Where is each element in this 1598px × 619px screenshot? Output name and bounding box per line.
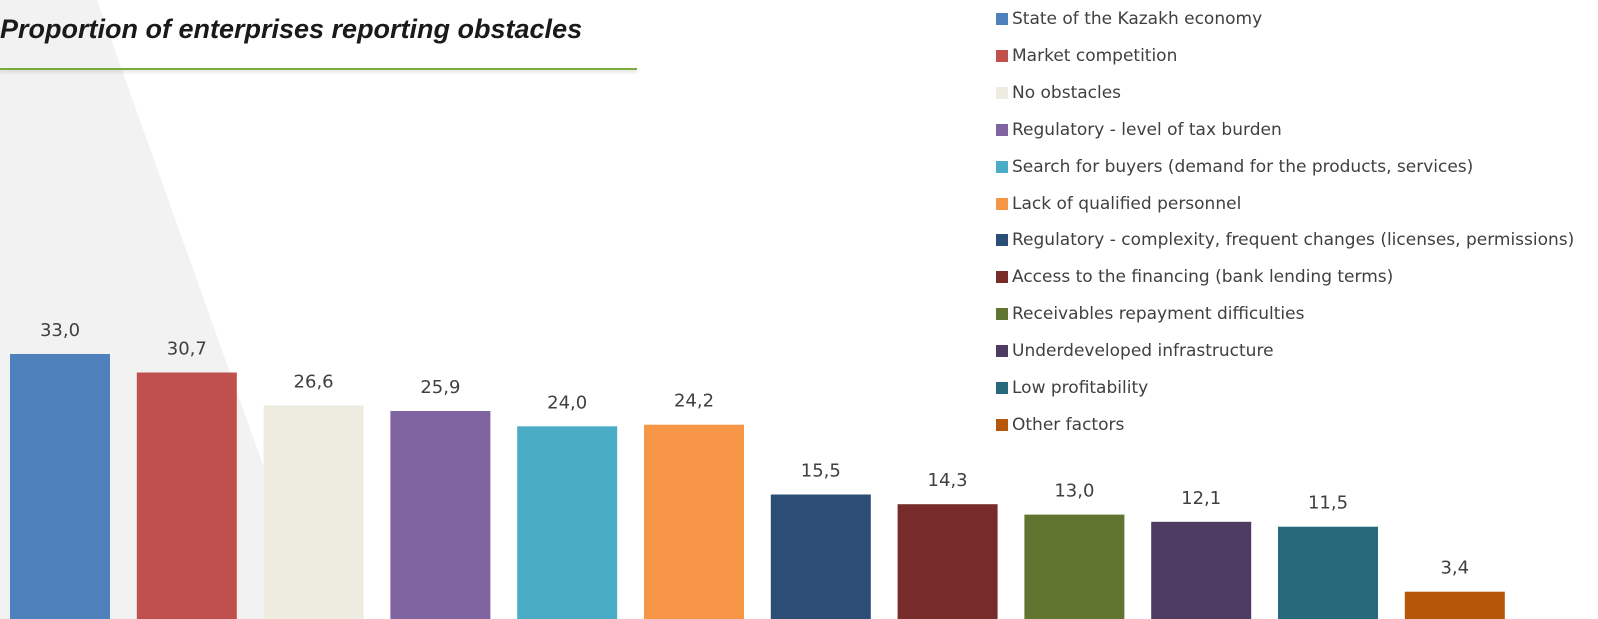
legend-label: No obstacles	[1012, 82, 1122, 103]
bar-9	[1024, 514, 1125, 619]
data-label-12: 3,4	[1440, 558, 1469, 579]
legend-item-5: Search for buyers (demand for the produc…	[996, 155, 1473, 179]
bar-1	[10, 354, 110, 619]
legend-item-11: Low profitability	[996, 376, 1148, 400]
data-label-4: 25,9	[420, 377, 460, 398]
bar-4	[390, 411, 491, 619]
data-label-9: 13,0	[1054, 481, 1094, 502]
legend-swatch	[996, 234, 1008, 247]
legend-label: Low profitability	[1012, 378, 1149, 398]
bar-7	[770, 494, 871, 619]
bar-2	[136, 372, 237, 619]
bar-8	[897, 504, 998, 619]
legend-label: Underdeveloped infrastructure	[1012, 341, 1274, 362]
legend-label: Regulatory - complexity, frequent change…	[1012, 230, 1575, 251]
legend-item-2: Market competition	[996, 44, 1177, 68]
legend-item-7: Regulatory - complexity, frequent change…	[996, 228, 1574, 252]
legend-label: State of the Kazakh economy	[1012, 9, 1263, 29]
legend-label: Market competition	[1012, 45, 1178, 66]
legend-item-9: Receivables repayment difficulties	[996, 302, 1304, 326]
data-label-1: 33,0	[40, 320, 80, 341]
legend-swatch	[996, 418, 1008, 431]
data-label-7: 15,5	[801, 461, 841, 482]
legend-label: Lack of qualified personnel	[1012, 193, 1242, 214]
legend-item-12: Other factors	[996, 413, 1124, 437]
data-label-10: 12,1	[1181, 488, 1221, 509]
bar-6	[644, 424, 744, 619]
data-label-11: 11,5	[1308, 493, 1348, 514]
legend-swatch	[996, 271, 1008, 284]
data-label-5: 24,0	[547, 392, 587, 413]
bar-3	[263, 405, 364, 619]
data-label-8: 14,3	[928, 470, 968, 491]
title-underline	[0, 68, 637, 70]
legend-item-1: State of the Kazakh economy	[996, 7, 1262, 31]
legend-item-3: No obstacles	[996, 81, 1121, 105]
legend-item-10: Underdeveloped infrastructure	[996, 339, 1274, 363]
legend-swatch	[996, 160, 1008, 173]
legend-item-6: Lack of qualified personnel	[996, 192, 1241, 216]
data-label-6: 24,2	[674, 391, 714, 412]
legend-swatch	[996, 123, 1008, 136]
data-label-2: 30,7	[167, 339, 207, 360]
legend-label: Other factors	[1012, 414, 1125, 435]
legend-item-4: Regulatory - level of tax burden	[996, 118, 1282, 142]
bar-11	[1278, 526, 1378, 619]
legend-swatch	[996, 13, 1008, 25]
legend-label: Search for buyers (demand for the produc…	[1012, 156, 1474, 177]
legend-label: Access to the financing (bank lending te…	[1012, 267, 1394, 288]
legend-swatch	[996, 345, 1008, 358]
legend-swatch	[996, 308, 1008, 321]
bar-5	[517, 426, 618, 619]
legend-label: Receivables repayment difficulties	[1012, 304, 1305, 325]
legend-swatch	[996, 197, 1008, 210]
bar-10	[1151, 521, 1252, 619]
bar-12	[1404, 591, 1505, 619]
legend-swatch	[996, 86, 1008, 99]
legend-item-8: Access to the financing (bank lending te…	[996, 265, 1393, 289]
data-label-3: 26,6	[294, 371, 334, 392]
legend-label: Regulatory - level of tax burden	[1012, 119, 1282, 140]
chart-title: Proportion of enterprises reporting obst…	[0, 14, 583, 44]
legend-swatch	[996, 49, 1008, 62]
legend-swatch	[996, 382, 1008, 394]
